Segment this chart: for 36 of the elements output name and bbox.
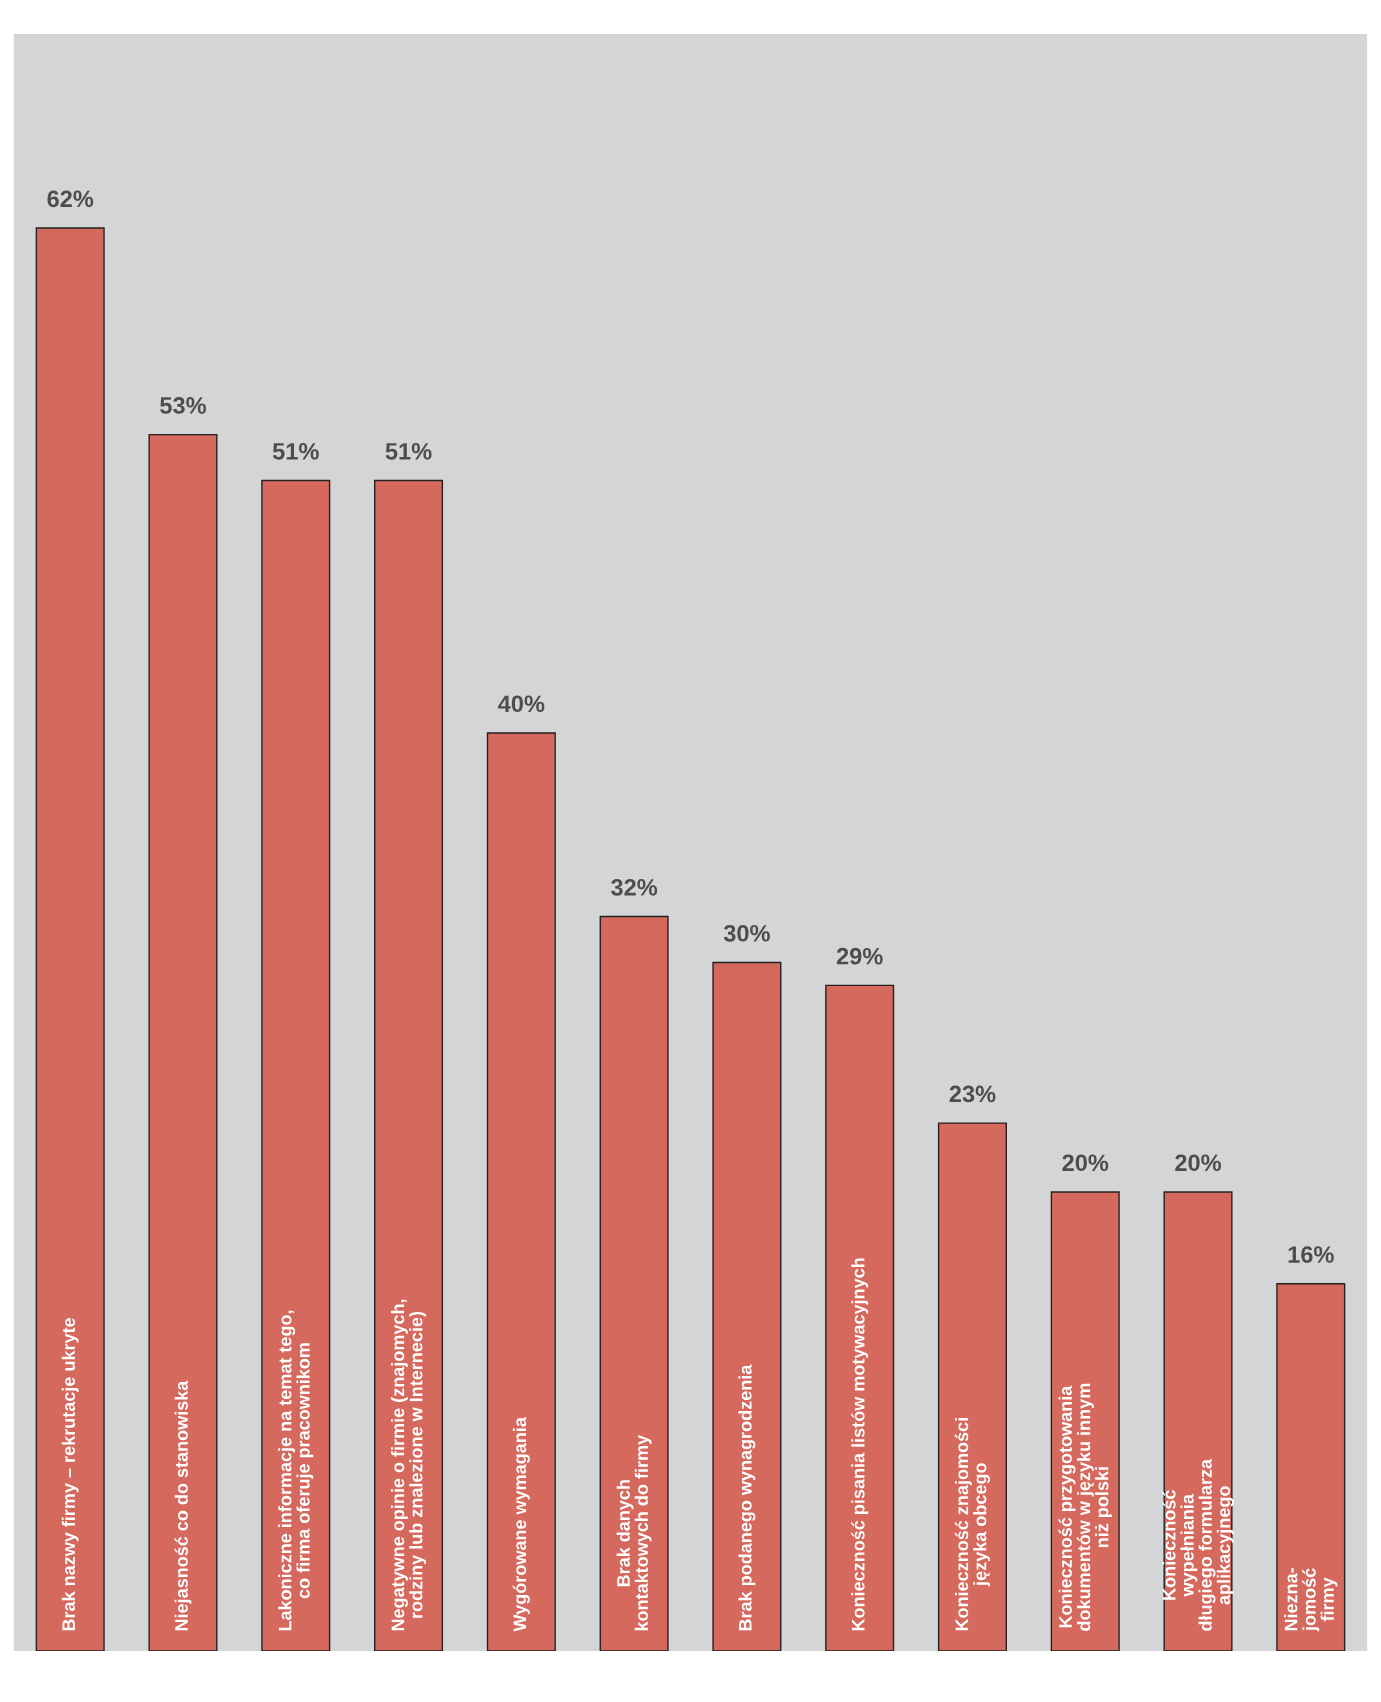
x-tick-label: Niezna- jomość firmy: [1284, 1568, 1338, 1632]
x-tick-label: Brak podanego wynagrodzenia: [738, 1364, 756, 1631]
data-label: 51%: [385, 443, 432, 460]
x-tick-label: Lakoniczne informacje na temat tego, co firma oferuje pracownikom: [278, 1310, 314, 1631]
data-label: 16%: [1288, 1246, 1334, 1263]
x-tick-label: Negatywne opinie o firmie (znajomych, rodziny lub znalezione w Internecie): [391, 1299, 427, 1631]
data-label: 40%: [498, 695, 545, 713]
x-tick-label: Konieczność przygotowania dokumentów w języku innym niż polski: [1058, 1383, 1112, 1631]
data-label: 51%: [272, 443, 319, 460]
data-label: 20%: [1175, 1154, 1222, 1172]
bar: [825, 984, 895, 1651]
data-label: 32%: [611, 879, 658, 896]
bar: [486, 732, 556, 1651]
bar: [1163, 1191, 1233, 1651]
data-label: 30%: [723, 924, 770, 942]
bar: [261, 479, 331, 1651]
bar: [1050, 1191, 1120, 1651]
data-label: 29%: [836, 947, 883, 965]
data-label: 53%: [160, 397, 206, 414]
x-tick-label: Konieczność wypełniania długiego formularza aplikacyjnego: [1162, 1458, 1234, 1631]
bar: [599, 915, 669, 1651]
x-tick-label: Konieczność znajomości języka obcego: [954, 1418, 991, 1631]
data-label: 23%: [949, 1085, 996, 1103]
bar: [712, 961, 782, 1651]
x-tick-label: Niejasność co do stanowiska: [174, 1380, 192, 1631]
x-tick-label: Konieczność pisania listów motywacyjnych: [851, 1258, 869, 1631]
bar: [35, 227, 105, 1651]
bar: [374, 479, 444, 1651]
x-tick-label: Brak nazwy firmy – rekrutacje ukryte: [61, 1318, 79, 1631]
x-tick-label: Wygórowane wymagania: [512, 1417, 530, 1632]
bar: [937, 1122, 1007, 1651]
data-label: 20%: [1062, 1154, 1109, 1172]
bar: [1276, 1283, 1346, 1651]
data-label: 62%: [47, 190, 94, 208]
bar: [148, 433, 218, 1651]
x-tick-label: Brak danych kontaktowych do firmy: [616, 1435, 652, 1631]
